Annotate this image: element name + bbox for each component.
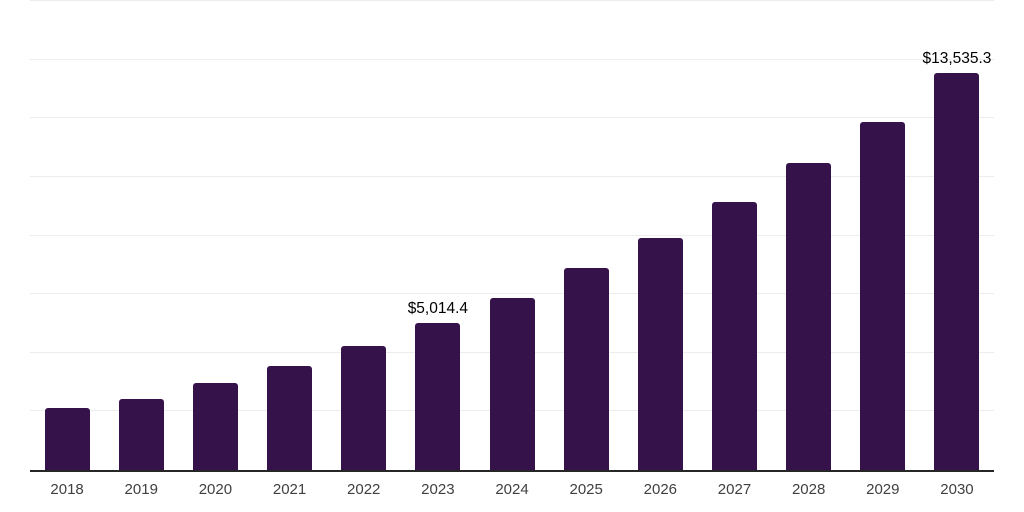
bar-slot-2030: $13,535.3 xyxy=(920,1,994,470)
bar-slot-2024 xyxy=(475,1,549,470)
gridline-16000 xyxy=(30,0,994,1)
bar-2029 xyxy=(860,121,906,470)
bar-2027 xyxy=(711,201,757,470)
bar-2030 xyxy=(934,73,980,470)
gridline-12000 xyxy=(30,117,994,119)
bar-slot-2020 xyxy=(178,1,252,470)
bar-slot-2026 xyxy=(623,1,697,470)
bar-slot-2023: $5,014.4 xyxy=(401,1,475,470)
bar-2020 xyxy=(192,382,238,470)
gridline-10000 xyxy=(30,175,994,177)
x-tick-2024: 2024 xyxy=(495,481,529,498)
bar-slot-2029 xyxy=(846,1,920,470)
bar-2024 xyxy=(489,297,535,470)
value-label-2030: $13,535.3 xyxy=(922,49,992,67)
gridline-6000 xyxy=(30,293,994,295)
bar-2022 xyxy=(341,346,387,470)
gridline-8000 xyxy=(30,234,994,236)
x-tick-2019: 2019 xyxy=(124,481,158,498)
bar-slot-2021 xyxy=(252,1,326,470)
bar-slot-2022 xyxy=(327,1,401,470)
gridline-14000 xyxy=(30,58,994,60)
bar-2018 xyxy=(44,408,90,470)
bar-slot-2028 xyxy=(772,1,846,470)
bars-row: $5,014.4 $13,535.3 xyxy=(30,1,994,470)
bar-2026 xyxy=(637,237,683,470)
x-tick-2026: 2026 xyxy=(643,481,678,498)
x-tick-2025: 2025 xyxy=(569,481,603,498)
bar-2025 xyxy=(563,267,609,470)
x-tick-2021: 2021 xyxy=(272,481,307,498)
plot-area: $5,014.4 $13,535.3 xyxy=(30,0,994,472)
x-tick-2027: 2027 xyxy=(717,481,752,498)
bar-2021 xyxy=(267,365,313,470)
x-tick-2022: 2022 xyxy=(347,481,381,498)
bar-slot-2019 xyxy=(104,1,178,470)
x-tick-2030: 2030 xyxy=(940,481,974,498)
x-tick-2023: 2023 xyxy=(421,481,455,498)
bar-2019 xyxy=(118,398,164,470)
x-tick-2020: 2020 xyxy=(198,481,233,498)
bar-slot-2027 xyxy=(697,1,771,470)
x-axis-tick-labels: 2018 2019 2020 2021 2022 2023 2024 2025 2026 2027… xyxy=(30,481,994,498)
bar-2023 xyxy=(415,323,461,470)
x-tick-2028: 2028 xyxy=(791,481,826,498)
x-tick-2029: 2029 xyxy=(866,481,900,498)
bar-slot-2018 xyxy=(30,1,104,470)
bar-slot-2025 xyxy=(549,1,623,470)
bar-2028 xyxy=(786,162,832,470)
x-tick-2018: 2018 xyxy=(50,481,84,498)
value-label-2023: $5,014.4 xyxy=(407,299,469,317)
